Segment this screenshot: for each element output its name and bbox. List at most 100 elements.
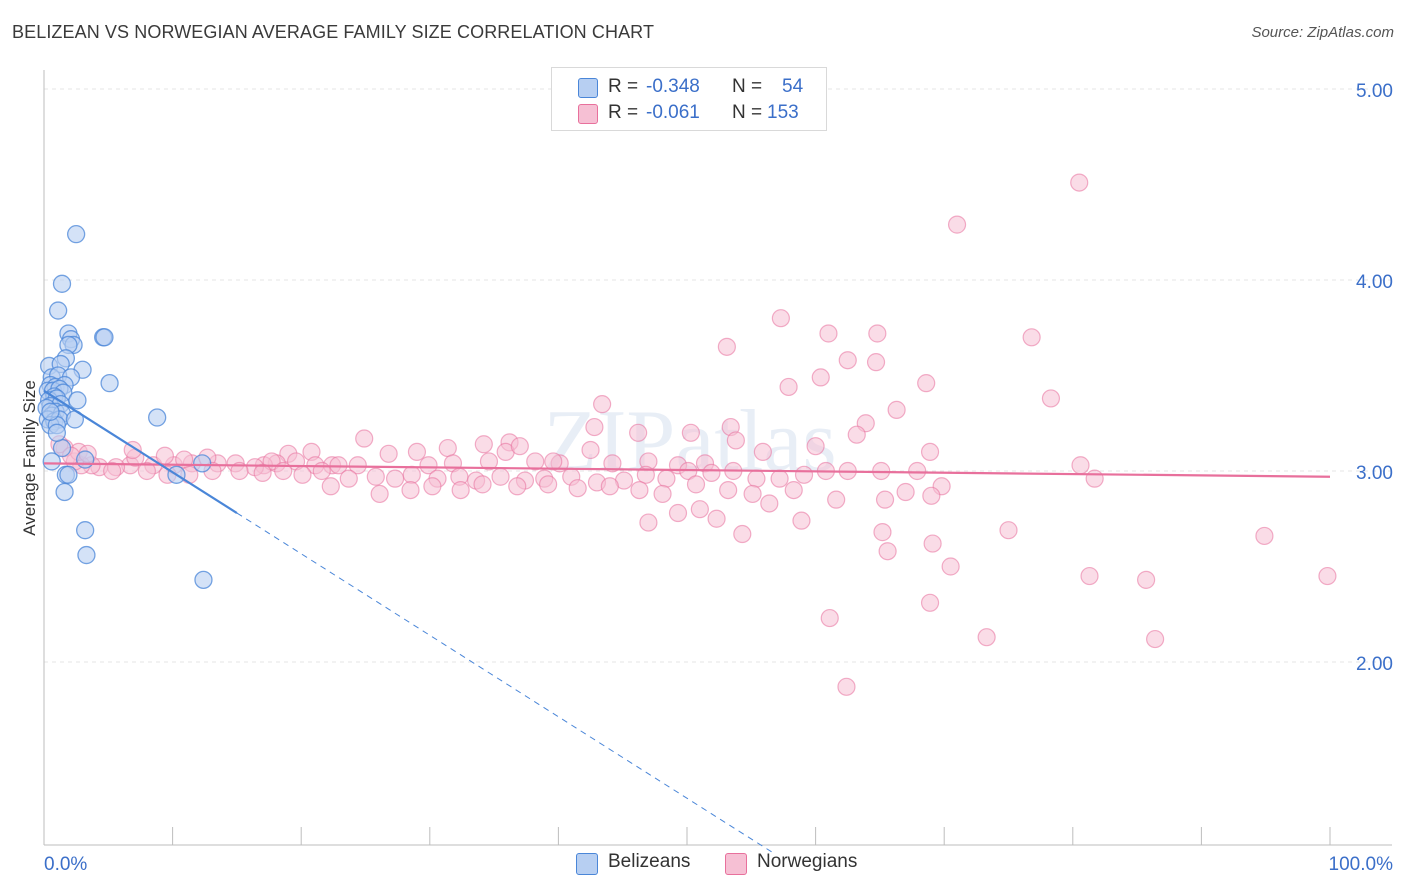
norwegian-point — [784, 481, 803, 500]
norwegian-point — [1085, 469, 1104, 488]
norwegian-point — [866, 353, 886, 372]
belizeans-trend-line — [43, 389, 238, 514]
norwegian-point — [479, 452, 499, 471]
belizean-point — [55, 482, 74, 502]
correlation-legend: R = -0.348 N = 54 R = -0.061 N = 153 — [551, 67, 827, 131]
norwegian-point — [941, 557, 960, 576]
norwegian-point — [639, 513, 658, 532]
norwegian-point — [806, 437, 825, 456]
legend-r-value: -0.348 — [646, 76, 700, 97]
legend-row-norwegians: R = -0.061 N = 153 — [552, 102, 826, 128]
norwegian-point — [474, 435, 493, 454]
norwegian-point — [230, 461, 249, 481]
norwegian-point — [539, 475, 558, 494]
norwegian-point — [103, 461, 122, 481]
norwegian-point — [707, 509, 726, 528]
norwegian-point — [875, 490, 895, 509]
norwegian-point — [473, 475, 492, 494]
y-tick-label: 4.00 — [1356, 272, 1393, 293]
belizean-point — [193, 454, 212, 473]
legend-swatch-pink — [578, 104, 598, 124]
norwegian-point — [717, 337, 736, 356]
norwegian-point — [819, 324, 838, 343]
norwegian-point — [753, 442, 772, 461]
source-label: Source: ZipAtlas.com — [1251, 24, 1394, 41]
norwegian-point — [760, 494, 779, 513]
norwegian-point — [747, 469, 766, 488]
norwegian-point — [355, 429, 374, 448]
belizean-point — [67, 225, 86, 244]
norwegian-point — [585, 417, 604, 437]
norwegian-point — [896, 482, 915, 502]
norwegian-point — [339, 469, 358, 488]
belizean-point — [76, 521, 95, 540]
norwegian-point — [873, 523, 892, 542]
norwegian-point — [779, 377, 798, 397]
norwegian-point — [811, 368, 830, 387]
legend-swatch-blue — [578, 78, 598, 98]
norwegian-point — [908, 461, 927, 481]
belizeans-trend-extension — [236, 512, 777, 855]
norwegian-point — [1070, 173, 1089, 192]
norwegian-point — [385, 469, 405, 488]
legend-n-label: N = — [732, 102, 763, 123]
norwegian-point — [253, 463, 272, 483]
norwegian-point — [600, 477, 619, 496]
norwegian-point — [681, 423, 700, 442]
norwegian-point — [726, 431, 745, 450]
norwegian-point — [629, 423, 648, 442]
norwegian-point — [868, 324, 887, 343]
legend-r-label: R = — [608, 76, 639, 97]
norwegian-point — [999, 521, 1018, 540]
norwegian-point — [379, 444, 398, 463]
norwegian-point — [702, 463, 721, 483]
norwegian-point — [770, 469, 789, 488]
norwegian-point — [137, 461, 156, 481]
bottom-legend-swatch-blue — [576, 853, 598, 875]
y-tick-label: 2.00 — [1356, 654, 1393, 675]
x-tick-label-min: 0.0% — [44, 854, 87, 875]
norwegian-point — [668, 503, 688, 523]
norwegian-point — [312, 461, 331, 481]
belizean-point — [148, 408, 167, 427]
belizean-point — [68, 391, 87, 410]
norwegian-point — [1146, 629, 1165, 649]
belizeans-points — [37, 225, 213, 590]
norwegian-point — [510, 437, 529, 456]
norwegian-point — [820, 608, 839, 628]
norwegian-point — [1071, 456, 1090, 475]
y-tick-label: 3.00 — [1356, 463, 1393, 484]
norwegian-point — [947, 215, 967, 234]
belizean-point — [48, 301, 68, 320]
legend-r-label: R = — [608, 102, 639, 123]
norwegian-point — [423, 477, 442, 496]
bottom-legend-swatch-pink — [725, 853, 747, 875]
belizean-point — [95, 328, 114, 347]
belizean-point — [41, 402, 60, 421]
norwegian-point — [977, 628, 996, 647]
norwegian-point — [293, 465, 312, 484]
legend-row-belizeans: R = -0.348 N = 54 — [552, 76, 826, 102]
norwegian-point — [923, 534, 942, 553]
norwegian-point — [401, 481, 420, 500]
norwegian-point — [792, 511, 811, 530]
norwegian-point — [366, 467, 385, 486]
norwegian-point — [920, 593, 940, 612]
norwegian-point — [438, 438, 457, 458]
norwegian-point — [794, 465, 814, 484]
norwegian-point — [653, 484, 672, 504]
norwegian-point — [733, 524, 752, 544]
belizean-point — [52, 274, 72, 293]
norwegian-point — [402, 465, 421, 484]
belizean-point — [59, 465, 78, 484]
x-tick-label-max: 100.0% — [1329, 854, 1394, 875]
norwegian-point — [887, 400, 906, 419]
norwegian-point — [1080, 566, 1099, 586]
norwegian-point — [1137, 570, 1156, 589]
norwegian-point — [838, 351, 857, 370]
norwegian-point — [451, 481, 470, 500]
norwegian-point — [657, 469, 676, 488]
norwegian-point — [690, 500, 709, 519]
norwegian-point — [719, 481, 738, 500]
